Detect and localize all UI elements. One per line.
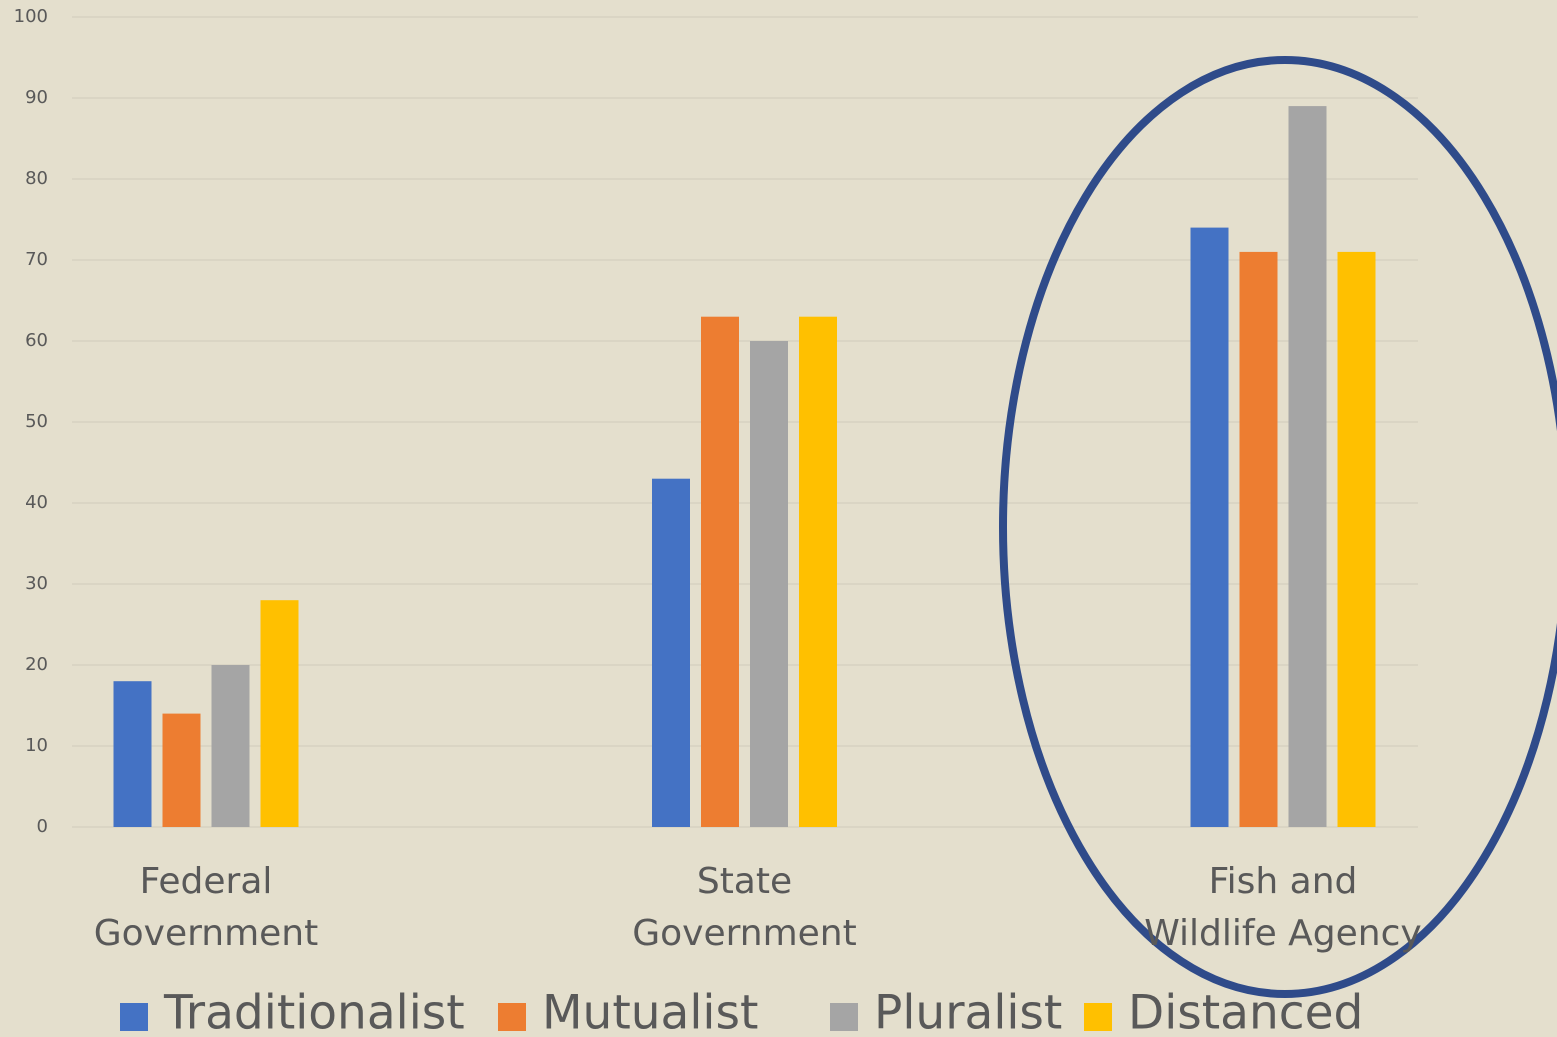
y-tick-label: 50	[25, 411, 48, 432]
bar	[799, 316, 837, 827]
bar	[1239, 251, 1278, 827]
bar	[260, 600, 299, 827]
y-tick-label: 80	[25, 168, 48, 189]
bar	[1288, 106, 1327, 828]
y-tick-label: 20	[25, 654, 48, 675]
bar	[162, 713, 201, 827]
legend-label: Mutualist	[542, 986, 758, 1037]
bar	[1337, 251, 1376, 827]
legend-label: Distanced	[1128, 986, 1363, 1037]
legend-label: Traditionalist	[163, 986, 465, 1037]
bar	[652, 478, 690, 827]
y-tick-label: 30	[25, 573, 48, 594]
bars	[113, 106, 1376, 828]
x-tick-label: Fish and Wildlife Agency	[1144, 861, 1421, 954]
y-tick-label: 90	[25, 87, 48, 108]
y-tick-label: 40	[25, 492, 48, 513]
x-tick-label: State Government	[632, 861, 857, 954]
legend-swatch	[830, 1003, 858, 1031]
legend-swatch	[120, 1003, 148, 1031]
bar	[750, 341, 788, 827]
bar	[113, 681, 152, 827]
bar	[701, 316, 739, 827]
y-tick-label: 10	[25, 735, 48, 756]
y-tick-label: 100	[14, 6, 48, 27]
legend-swatch	[1084, 1003, 1112, 1031]
y-tick-label: 70	[25, 249, 48, 270]
bar	[211, 665, 250, 827]
highlight-ellipse	[999, 56, 1557, 998]
bar	[1190, 227, 1229, 828]
y-tick-label: 60	[25, 330, 48, 351]
legend-label: Pluralist	[874, 986, 1062, 1037]
legend-swatch	[498, 1003, 526, 1031]
y-tick-label: 0	[37, 816, 48, 837]
x-tick-label: Federal Government	[94, 861, 319, 954]
